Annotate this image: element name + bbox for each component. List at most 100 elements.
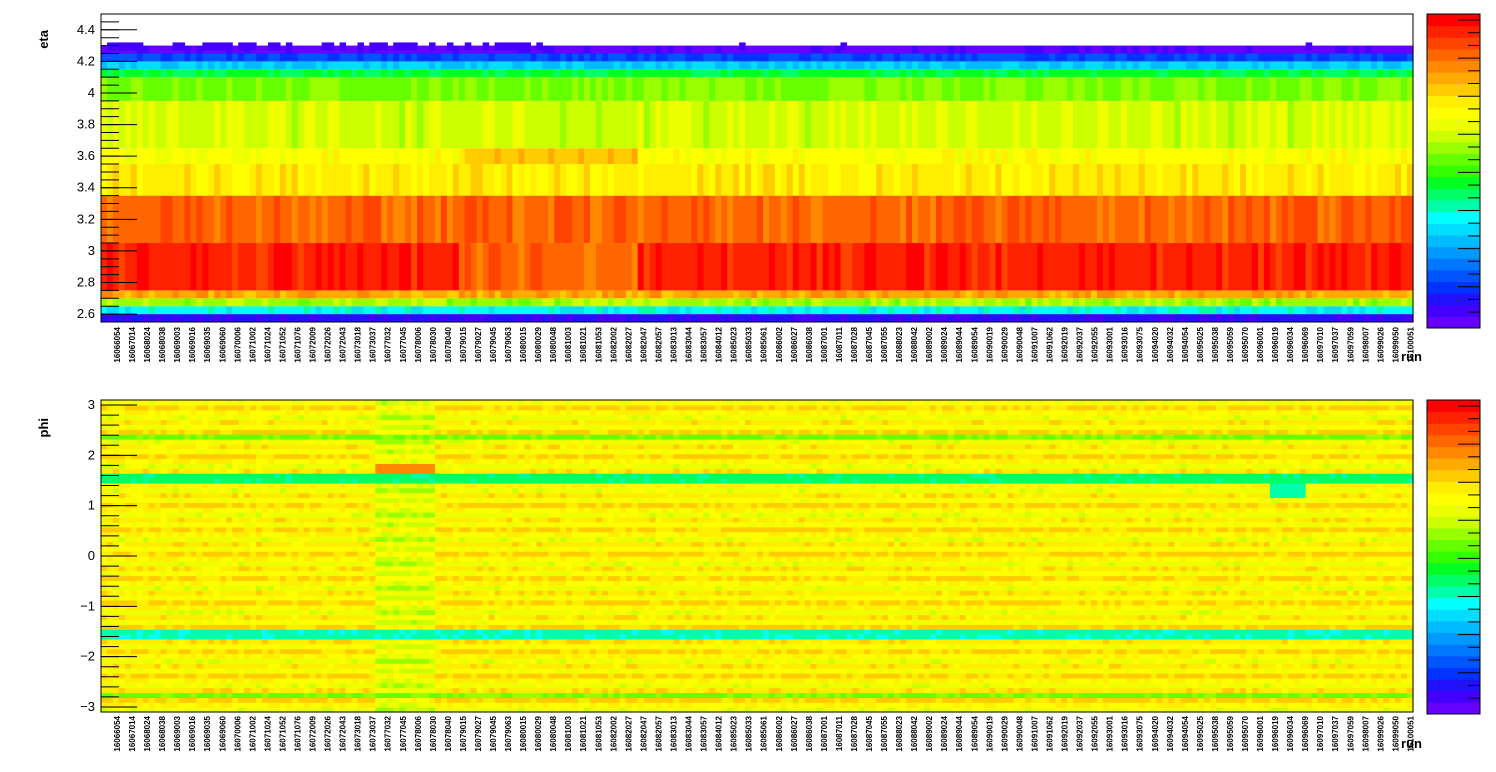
phi-cell [178, 497, 186, 503]
eta-cell [983, 100, 991, 149]
eta-cell [1174, 61, 1182, 70]
eta-cell [1067, 53, 1074, 62]
eta-cell [1311, 100, 1319, 149]
eta-cell [1150, 164, 1158, 196]
eta-cell [1156, 45, 1164, 54]
phi-cell [160, 677, 168, 684]
eta-cell [1305, 314, 1313, 322]
phi-cell [148, 536, 156, 542]
phi-cell [160, 653, 168, 659]
eta-cell [387, 164, 394, 196]
eta-cell [101, 53, 108, 62]
eta-cell [339, 164, 347, 196]
eta-cell [578, 45, 585, 54]
eta-cell [1359, 69, 1366, 78]
eta-cell [643, 53, 651, 62]
eta-cell [512, 298, 520, 307]
eta-cell [542, 314, 549, 322]
phi-cell [124, 458, 132, 464]
eta-cell [1395, 306, 1402, 315]
phi-cell [226, 707, 233, 713]
eta-cell [548, 45, 555, 54]
eta-cell [333, 314, 341, 322]
eta-cell [464, 164, 472, 196]
eta-cell [106, 42, 114, 51]
phi-cell [226, 673, 233, 679]
eta-cell [560, 148, 567, 165]
phi-cell [142, 541, 150, 547]
phi-cell [214, 482, 221, 489]
eta-cell [864, 77, 871, 101]
eta-cell [1126, 298, 1134, 307]
eta-cell [810, 306, 818, 315]
eta-cell [768, 53, 776, 62]
phi-cell [154, 556, 162, 562]
eta-cell [411, 314, 418, 322]
eta-cell [1222, 298, 1229, 307]
phi-cell [130, 565, 138, 572]
phi-cell [190, 468, 198, 474]
eta-cell [494, 195, 502, 244]
phi-cell [244, 400, 251, 406]
eta-cell [929, 61, 937, 70]
phi-cell [160, 482, 168, 489]
eta-cell [1359, 164, 1366, 196]
eta-cell [1240, 69, 1247, 78]
eta-cell [667, 290, 675, 299]
eta-cell [321, 298, 329, 307]
eta-cell [852, 306, 859, 315]
eta-cell [142, 290, 150, 299]
eta-cell [1353, 164, 1360, 196]
phi-cell [166, 638, 174, 645]
eta-cell [977, 306, 985, 315]
eta-cell [989, 45, 997, 54]
eta-cell [208, 69, 215, 78]
eta-cell [1210, 298, 1217, 307]
eta-cell [285, 314, 293, 322]
phi-cell [214, 648, 221, 655]
eta-cell [977, 148, 985, 165]
eta-cell [1401, 77, 1408, 101]
eta-cell [613, 243, 621, 291]
phi-cell [101, 614, 108, 620]
eta-cell [1079, 77, 1086, 101]
eta-cell [601, 61, 609, 70]
eta-cell [494, 306, 502, 315]
phi-cell [178, 614, 186, 620]
phi-cell [142, 458, 150, 464]
phi-cell [184, 434, 192, 440]
eta-cell [780, 100, 788, 149]
eta-cell [178, 298, 186, 307]
eta-cell [1293, 243, 1301, 291]
eta-cell [751, 100, 758, 149]
eta-cell [906, 77, 913, 101]
eta-cell [250, 306, 257, 315]
eta-cell [1079, 61, 1086, 70]
eta-cell [1240, 77, 1247, 101]
eta-cell [190, 195, 198, 244]
eta-cell [196, 314, 203, 322]
eta-cell [363, 195, 370, 244]
eta-cell [112, 298, 120, 307]
eta-cell [584, 195, 591, 244]
eta-cell [625, 100, 633, 149]
eta-cell [649, 100, 657, 149]
eta-cell [244, 148, 251, 165]
eta-cell [1335, 164, 1343, 196]
phi-cell [238, 414, 245, 421]
eta-cell [411, 306, 418, 315]
phi-cell [160, 668, 168, 674]
phi-cell [238, 643, 245, 650]
eta-cell [947, 148, 955, 165]
eta-cell [560, 100, 567, 149]
eta-cell [1162, 53, 1170, 62]
eta-cell [130, 61, 138, 70]
phi-cell [124, 404, 132, 411]
eta-cell [148, 164, 156, 196]
eta-run-label: 16083013 [669, 326, 678, 362]
phi-cell [190, 653, 198, 659]
eta-cell [906, 69, 913, 78]
eta-run-label: 16072026 [324, 326, 333, 362]
eta-cell [590, 100, 597, 149]
phi-cell [130, 424, 138, 430]
